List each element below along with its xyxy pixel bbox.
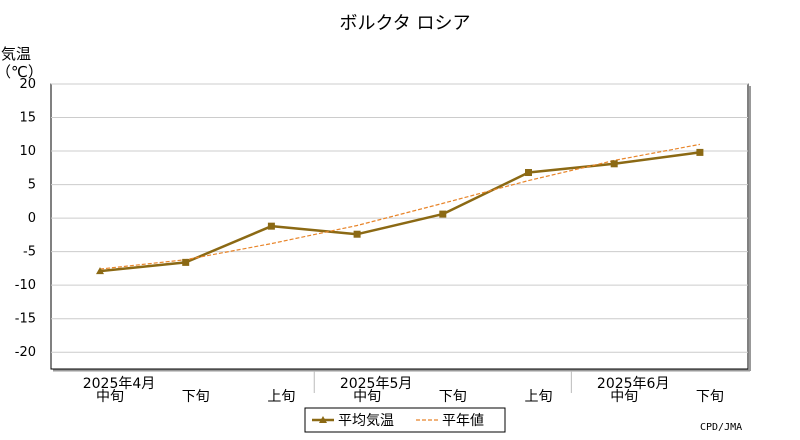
y-tick-label: -10 xyxy=(15,278,36,293)
x-tick-label: 下旬 xyxy=(696,389,724,405)
data-point xyxy=(267,222,275,230)
y-axis-unit: （℃） xyxy=(0,63,43,81)
legend-mean-label: 平均気温 xyxy=(338,413,394,429)
chart-title: ボルクタ ロシア xyxy=(339,13,470,34)
month-label: 2025年6月 xyxy=(597,376,670,392)
legend: 平均気温 平年値 xyxy=(304,407,506,433)
data-point xyxy=(439,210,447,218)
month-label: 2025年5月 xyxy=(340,376,413,392)
x-tick-label: 中旬 xyxy=(353,389,381,405)
data-point xyxy=(353,230,361,238)
y-ticks: 20 15 10 5 0 -5 -10 -15 -20 xyxy=(15,77,36,360)
x-labels: 中旬 下旬 上旬 中旬 下旬 上旬 中旬 下旬 2025年4月 2025年5月 2025年6月 xyxy=(83,371,724,405)
data-point xyxy=(96,267,104,275)
x-tick-label: 上旬 xyxy=(267,389,295,405)
y-tick-label: -15 xyxy=(15,312,36,327)
y-tick-label: -5 xyxy=(23,245,36,260)
grid xyxy=(51,83,748,353)
legend-normal-label: 平年値 xyxy=(442,413,484,429)
y-tick-label: 0 xyxy=(28,211,36,226)
x-tick-label: 下旬 xyxy=(439,389,467,405)
month-label: 2025年4月 xyxy=(83,376,156,392)
x-tick-label: 中旬 xyxy=(610,389,638,405)
x-tick-label: 下旬 xyxy=(182,389,210,405)
legend-mean-marker xyxy=(319,416,327,423)
series-layer xyxy=(96,143,704,275)
data-point xyxy=(610,160,618,168)
x-tick-label: 上旬 xyxy=(525,389,553,405)
series-line-1 xyxy=(99,143,701,270)
y-tick-label: 10 xyxy=(19,144,36,159)
series-line-0 xyxy=(99,151,701,273)
y-axis-label: 気温 xyxy=(1,45,31,63)
plot-area xyxy=(50,83,749,370)
y-tick-label: 20 xyxy=(19,77,36,92)
data-point xyxy=(182,258,190,266)
y-tick-label: 5 xyxy=(28,178,36,193)
y-tick-label: 15 xyxy=(19,111,36,126)
x-tick-label: 中旬 xyxy=(96,389,124,405)
source-credit: CPD/JMA xyxy=(700,422,742,433)
legend-box xyxy=(304,407,506,433)
data-point xyxy=(696,148,704,156)
y-tick-label: -20 xyxy=(15,345,36,360)
data-point xyxy=(525,169,532,177)
